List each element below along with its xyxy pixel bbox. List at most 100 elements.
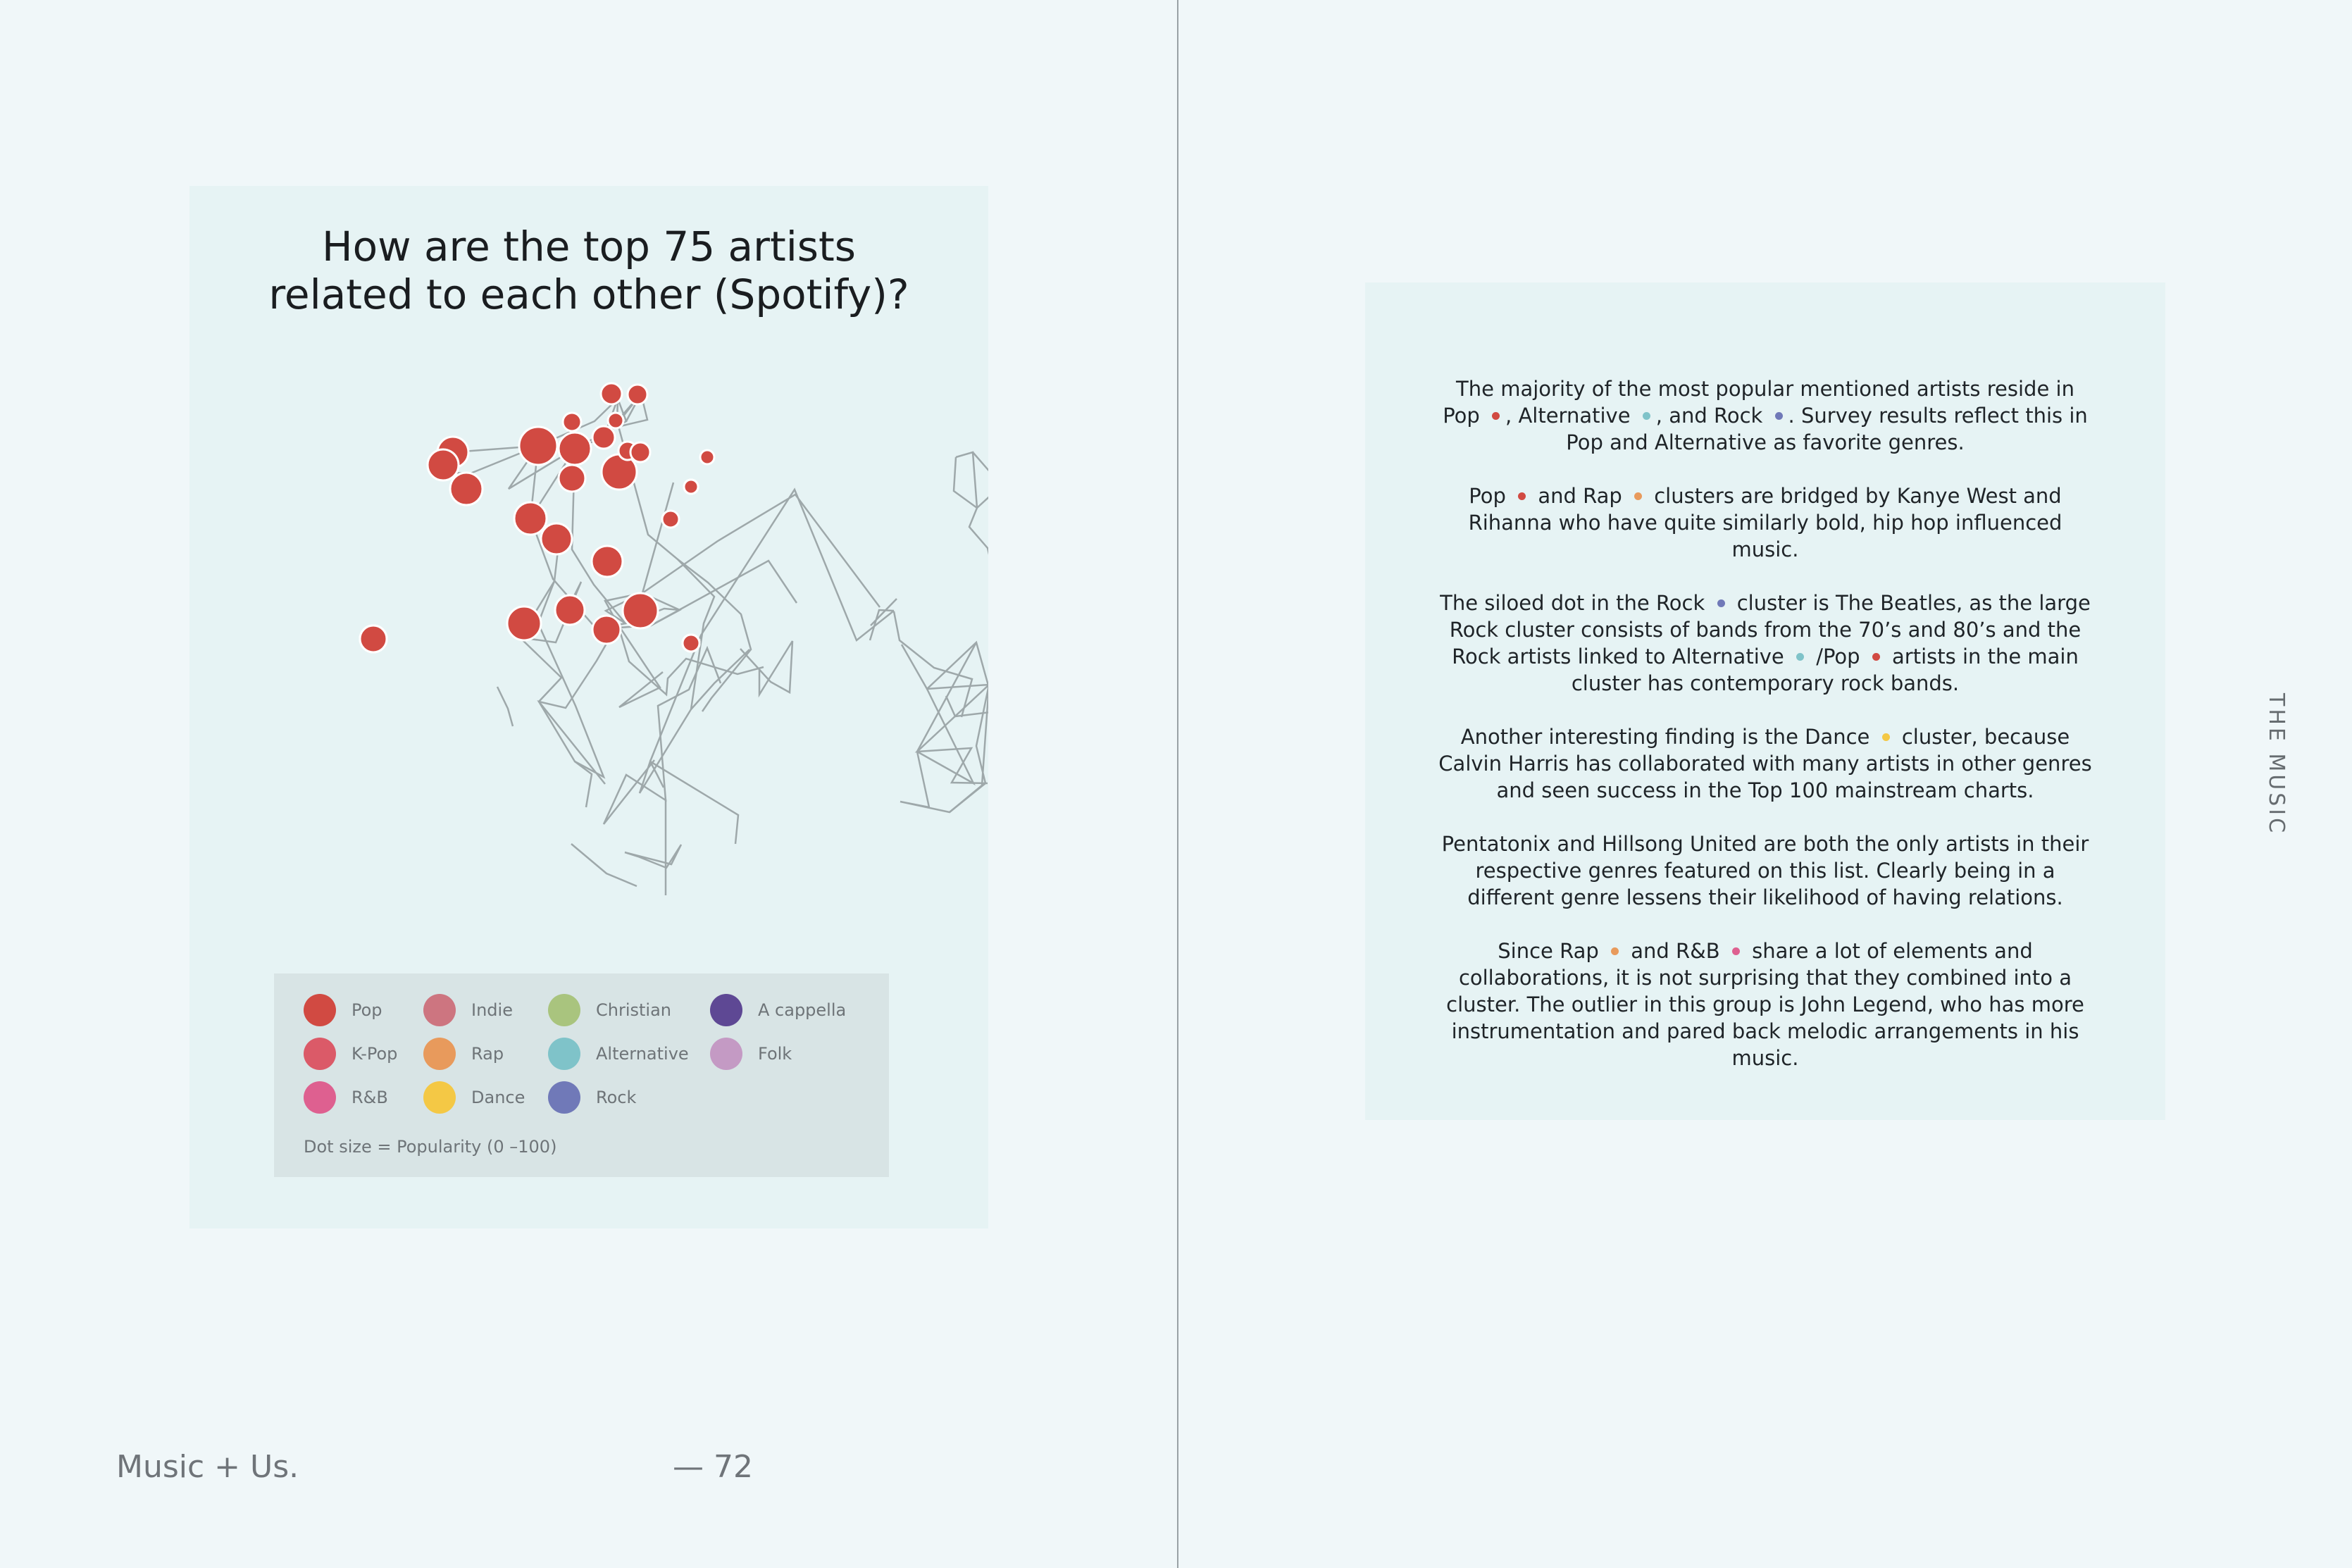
- chart-legend: Pop K-Pop R&B Indie Rap Dance Christian: [274, 973, 889, 1177]
- finding-paragraph: Pop and Rap clusters are bridged by Kany…: [1436, 483, 2095, 563]
- chart-title: How are the top 75 artists related to ea…: [189, 223, 988, 318]
- legend-swatch: [710, 1038, 742, 1070]
- network-nodes: [359, 382, 716, 654]
- artist-node-pop: [540, 522, 573, 556]
- legend-item-indie: Indie: [423, 992, 513, 1028]
- finding-paragraph: The majority of the most popular mention…: [1436, 375, 2095, 456]
- genre-dot-icon: [1774, 411, 1783, 420]
- legend-swatch: [548, 994, 580, 1026]
- artist-node-pop: [561, 411, 583, 433]
- book-title-footer: Music + Us.: [116, 1449, 299, 1485]
- network-chart-panel: How are the top 75 artists related to ea…: [189, 186, 988, 1228]
- artist-node-pop: [661, 509, 680, 529]
- artist-node-pop: [513, 501, 548, 536]
- page-gutter-divider: [1177, 0, 1178, 1568]
- network-edge: [649, 760, 740, 845]
- artist-node-pop: [518, 425, 559, 466]
- finding-text: , Alternative: [1505, 404, 1637, 428]
- legend-item-dance: Dance: [423, 1079, 525, 1116]
- finding-paragraph: Another interesting finding is the Dance…: [1436, 723, 2095, 804]
- artist-node-pop: [590, 545, 624, 578]
- finding-paragraph: Since Rap and R&B share a lot of element…: [1436, 938, 2095, 1071]
- legend-label: A cappella: [758, 1000, 847, 1020]
- network-edge: [952, 456, 988, 555]
- legend-label: Alternative: [596, 1044, 689, 1064]
- artist-node-pop: [699, 449, 716, 466]
- chart-title-line-1: How are the top 75 artists: [322, 223, 856, 270]
- finding-text: and Rap: [1531, 484, 1629, 508]
- network-edge: [616, 623, 764, 697]
- finding-text: Since Rap: [1498, 939, 1606, 963]
- network-edge: [900, 640, 988, 785]
- network-edge: [616, 623, 664, 709]
- finding-text: artists in the main cluster has contempo…: [1571, 645, 2079, 695]
- section-label: THE MUSIC: [2264, 693, 2289, 836]
- legend-label: K-Pop: [351, 1044, 398, 1064]
- finding-text: Pentatonix and Hillsong United are both …: [1441, 832, 2089, 909]
- legend-swatch: [548, 1038, 580, 1070]
- network-edge: [602, 645, 722, 825]
- legend-size-note: Dot size = Popularity (0 –100): [304, 1137, 557, 1157]
- genre-dot-icon: [1881, 733, 1890, 741]
- legend-label: Rap: [471, 1044, 504, 1064]
- network-edge: [690, 649, 750, 710]
- artist-node-pop: [621, 592, 659, 630]
- artist-node-pop: [506, 605, 542, 642]
- artist-network-graph: [359, 382, 988, 895]
- network-edge: [972, 452, 988, 472]
- findings-panel: The majority of the most popular mention…: [1365, 282, 2165, 1120]
- legend-label: Rock: [596, 1088, 637, 1107]
- findings-text: The majority of the most popular mention…: [1436, 375, 2095, 1098]
- finding-paragraph: The siloed dot in the Rock cluster is Th…: [1436, 590, 2095, 697]
- genre-dot-icon: [1492, 411, 1500, 420]
- artist-node-pop: [554, 594, 586, 626]
- finding-text: cluster is The Beatles, as the large Roc…: [1449, 591, 2091, 668]
- genre-dot-icon: [1717, 599, 1725, 607]
- finding-text: . Survey results reflect this in Pop and…: [1566, 404, 2088, 454]
- network-edge: [650, 559, 798, 627]
- legend-label: Folk: [758, 1044, 792, 1064]
- page-number: — 72: [673, 1449, 753, 1485]
- artist-node-pop: [359, 624, 388, 654]
- network-edge: [624, 844, 683, 869]
- artist-node-pop: [591, 425, 616, 450]
- legend-item-kpop: K-Pop: [304, 1035, 397, 1072]
- finding-text: Another interesting finding is the Dance: [1460, 725, 1877, 749]
- network-edges: [449, 391, 988, 895]
- network-edge: [642, 493, 881, 608]
- artist-node-pop: [629, 441, 652, 463]
- legend-item-folk: Folk: [710, 1035, 792, 1072]
- finding-text: cluster, because Calvin Harris has colla…: [1438, 725, 2092, 802]
- finding-text: Pop: [1469, 484, 1513, 508]
- legend-swatch: [304, 1081, 336, 1114]
- finding-text: The majority of the most popular mention…: [1443, 377, 2074, 428]
- legend-swatch: [548, 1081, 580, 1114]
- network-edge: [537, 544, 606, 779]
- network-edge: [869, 598, 897, 641]
- legend-item-pop: Pop: [304, 992, 382, 1028]
- genre-dot-icon: [1518, 492, 1526, 500]
- artist-node-pop: [426, 448, 460, 482]
- network-edge: [945, 685, 988, 718]
- network-edge: [900, 642, 988, 814]
- legend-item-christian: Christian: [548, 992, 671, 1028]
- artist-node-pop: [599, 382, 623, 406]
- finding-text: clusters are bridged by Kanye West and R…: [1468, 484, 2062, 561]
- artist-node-pop: [626, 383, 649, 406]
- finding-text: , and Rock: [1655, 404, 1769, 428]
- legend-swatch: [423, 1081, 456, 1114]
- genre-dot-icon: [1642, 411, 1650, 420]
- network-edge: [916, 684, 988, 813]
- network-edge: [571, 448, 680, 625]
- genre-dot-icon: [1611, 947, 1619, 955]
- legend-label: R&B: [351, 1088, 388, 1107]
- finding-paragraph: Pentatonix and Hillsong United are both …: [1436, 830, 2095, 911]
- legend-swatch: [423, 994, 456, 1026]
- artist-node-pop: [606, 411, 625, 430]
- legend-label: Christian: [596, 1000, 672, 1020]
- network-edge: [740, 640, 794, 698]
- legend-swatch: [710, 994, 742, 1026]
- genre-dot-icon: [1872, 652, 1880, 661]
- network-edge: [537, 482, 675, 808]
- network-edge: [892, 611, 973, 718]
